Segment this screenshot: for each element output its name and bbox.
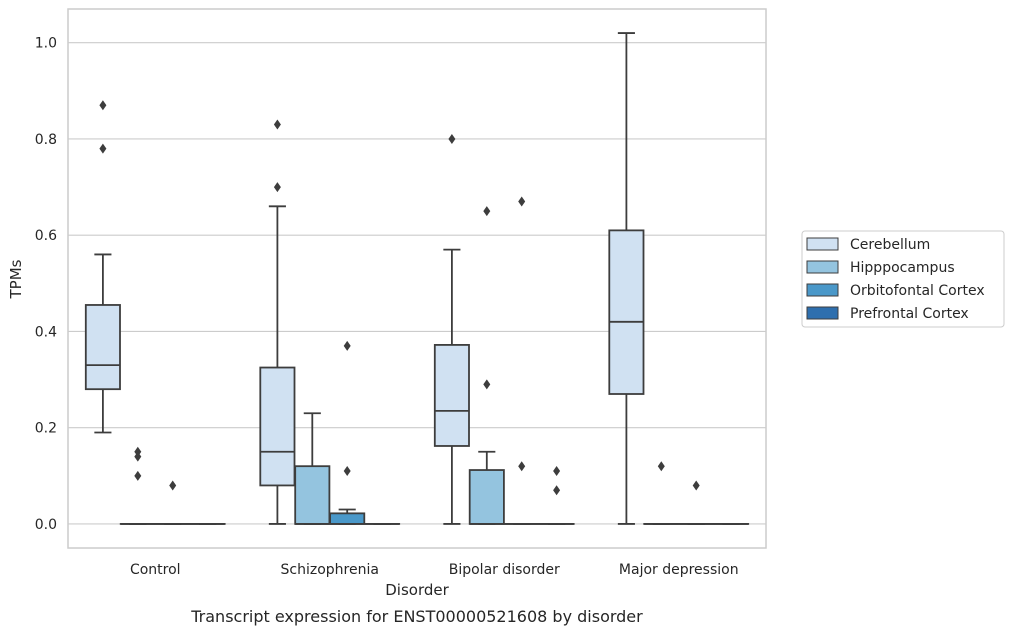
y-tick-label: 0.0: [35, 517, 57, 533]
legend-swatch: [806, 283, 839, 297]
box-body: [294, 465, 331, 525]
box: [119, 446, 156, 525]
x-tick-label: Major depression: [619, 562, 739, 578]
outlier-point: [483, 206, 491, 217]
box: [468, 206, 505, 525]
legend-label: Prefrontal Cortex: [850, 306, 969, 322]
x-tick-label: Schizophrenia: [281, 562, 379, 578]
legend-swatch: [806, 306, 839, 320]
boxes: [84, 32, 750, 525]
outlier-point: [343, 466, 351, 476]
plot-area: [67, 8, 767, 549]
y-tick-label: 1.0: [35, 36, 57, 52]
box-body: [608, 229, 645, 395]
outlier-point: [657, 461, 665, 472]
outlier-point: [99, 143, 107, 154]
box: [678, 480, 715, 525]
x-axis-label: Disorder: [385, 581, 449, 599]
legend-swatch: [806, 260, 839, 274]
box: [84, 100, 121, 434]
y-tick-label: 0.2: [35, 421, 57, 437]
outlier-point: [273, 182, 281, 193]
box: [538, 466, 575, 525]
outlier-point: [553, 485, 561, 496]
box: [154, 480, 191, 525]
outlier-point: [273, 119, 281, 130]
x-tick-label: Bipolar disorder: [449, 562, 560, 578]
outlier-point: [134, 451, 142, 462]
box: [608, 32, 645, 525]
outlier-point: [518, 196, 526, 207]
outlier-point: [518, 461, 526, 472]
y-axis-label: TPMs: [7, 259, 25, 299]
legend-label: Hipppocampus: [850, 260, 955, 276]
y-tick-labels: 0.0 0.2 0.4 0.6 0.8 1.0: [35, 36, 57, 533]
box: [503, 196, 540, 525]
box: [259, 119, 296, 525]
box-body: [84, 304, 121, 391]
outlier-point: [553, 466, 561, 476]
outlier-point: [448, 133, 456, 144]
outlier-point: [483, 379, 491, 390]
outlier-point: [343, 340, 351, 351]
box: [329, 340, 366, 525]
y-tick-label: 0.4: [35, 324, 57, 340]
outlier-point: [169, 480, 177, 491]
legend-swatch: [806, 237, 839, 251]
box-body: [259, 366, 296, 487]
legend-label: Orbitofontal Cortex: [850, 283, 985, 299]
box-body: [329, 512, 366, 525]
x-tick-label: Control: [130, 562, 181, 578]
box-body: [468, 469, 505, 525]
legend-frame: [801, 230, 1005, 328]
outlier-point: [692, 480, 700, 491]
x-tick-labels: Control Schizophrenia Bipolar disorder Majo…: [130, 562, 739, 578]
legend: Cerebellum Hipppocampus Orbitofontal Corte…: [801, 230, 1005, 328]
legend-label: Cerebellum: [850, 237, 930, 253]
outlier-point: [99, 100, 107, 111]
box: [433, 133, 470, 525]
box-body: [433, 344, 470, 447]
y-tick-label: 0.6: [35, 228, 57, 244]
box: [294, 412, 331, 525]
y-tick-label: 0.8: [35, 132, 57, 148]
outlier-point: [134, 470, 142, 481]
chart-caption: Transcript expression for ENST0000052160…: [190, 607, 643, 626]
